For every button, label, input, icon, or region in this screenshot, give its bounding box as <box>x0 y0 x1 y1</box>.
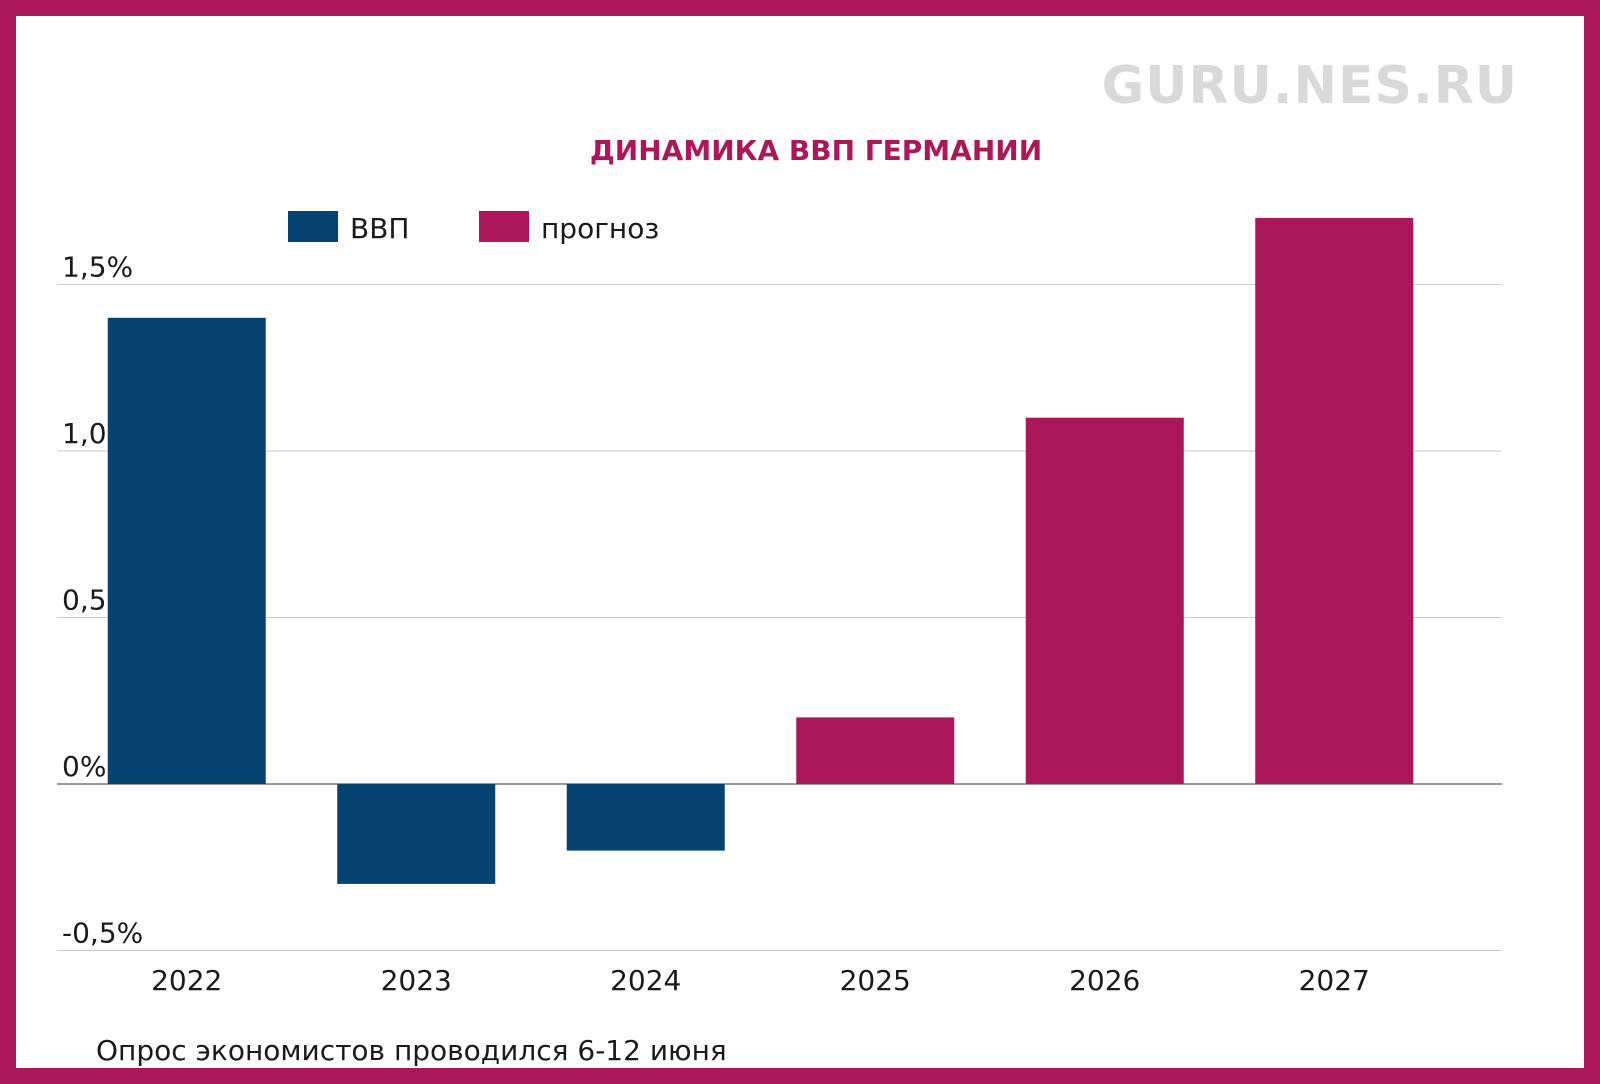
bar-2024 <box>566 784 725 851</box>
legend-swatch-forecast <box>479 211 529 242</box>
watermark: GURU.NES.RU <box>1101 56 1518 116</box>
x-tick-label: 2025 <box>840 964 911 997</box>
legend-label: ВВП <box>350 212 409 245</box>
x-tick-label: 2026 <box>1069 964 1140 997</box>
bar-2025 <box>796 717 955 784</box>
footnote: Опрос экономистов проводился 6-12 июня <box>96 1034 727 1067</box>
x-tick-label: 2023 <box>381 964 452 997</box>
x-tick-label: 2024 <box>610 964 681 997</box>
legend-swatch-actual <box>288 211 338 242</box>
y-tick-label: 0% <box>62 750 106 783</box>
y-tick-label: -0,5% <box>62 917 143 950</box>
bar-2023 <box>337 784 496 884</box>
x-tick-label: 2022 <box>151 964 222 997</box>
bar-2026 <box>1025 417 1184 784</box>
bar-2022 <box>107 317 266 784</box>
bar-2027 <box>1255 217 1414 784</box>
chart-title: ДИНАМИКА ВВП ГЕРМАНИИ <box>589 134 1043 167</box>
legend-label: прогноз <box>541 212 659 245</box>
x-tick-label: 2027 <box>1299 964 1370 997</box>
y-tick-label: 1,5% <box>62 251 133 284</box>
